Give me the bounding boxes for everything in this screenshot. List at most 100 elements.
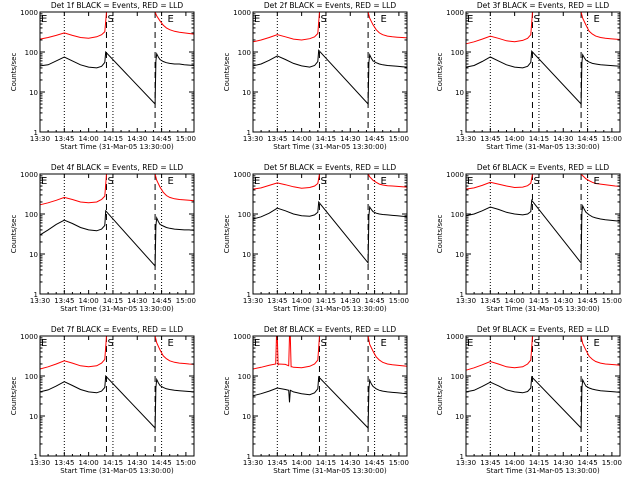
series-line-events xyxy=(252,200,408,265)
event-marker: E xyxy=(167,338,173,349)
x-tick-label: 13:45 xyxy=(267,135,287,143)
y-tick-label: 100 xyxy=(25,373,38,381)
y-tick-label: 1000 xyxy=(20,171,38,179)
y-tick-label: 1 xyxy=(34,129,38,137)
y-tick-label: 100 xyxy=(238,211,251,219)
y-tick-label: 10 xyxy=(242,251,251,259)
x-tick-label: 14:45 xyxy=(151,459,171,467)
x-tick-label: 14:30 xyxy=(340,459,360,467)
event-marker: E xyxy=(41,176,47,187)
x-tick-label: 14:00 xyxy=(292,297,312,305)
event-marker: S xyxy=(107,14,113,25)
y-tick-label: 1 xyxy=(34,453,38,461)
y-tick-label: 10 xyxy=(242,89,251,97)
detector-panel-1: Det 1f BLACK = Events, RED = LLD E S E 13:30… xyxy=(10,1,196,151)
event-marker: E xyxy=(593,338,599,349)
x-axis-label: Start Time (31-Mar-05 13:30:00) xyxy=(486,467,600,475)
x-tick-label: 14:30 xyxy=(127,459,147,467)
y-tick-label: 100 xyxy=(451,373,464,381)
x-tick-label: 13:45 xyxy=(54,459,74,467)
panel-title: Det 9f BLACK = Events, RED = LLD xyxy=(477,325,610,334)
y-tick-label: 100 xyxy=(25,49,38,57)
series-line-events xyxy=(39,374,195,430)
x-tick-label: 14:45 xyxy=(577,459,597,467)
x-tick-label: 15:00 xyxy=(389,459,409,467)
panel-title: Det 6f BLACK = Events, RED = LLD xyxy=(477,163,610,172)
x-tick-label: 14:00 xyxy=(79,135,99,143)
x-tick-label: 15:00 xyxy=(176,297,196,305)
plot-frame xyxy=(39,173,195,295)
x-tick-label: 13:45 xyxy=(480,297,500,305)
x-tick-label: 15:00 xyxy=(602,297,622,305)
x-tick-label: 14:15 xyxy=(103,135,123,143)
series-line-events xyxy=(252,375,408,430)
x-tick-label: 13:30 xyxy=(30,135,50,143)
panel-title: Det 1f BLACK = Events, RED = LLD xyxy=(51,1,184,10)
x-tick-label: 14:00 xyxy=(505,135,525,143)
plot-frame xyxy=(465,11,621,133)
x-tick-label: 13:45 xyxy=(267,459,287,467)
y-axis-label: Counts/sec xyxy=(436,53,444,92)
y-axis-label: Counts/sec xyxy=(223,53,231,92)
x-tick-label: 14:45 xyxy=(151,297,171,305)
x-tick-label: 14:30 xyxy=(340,135,360,143)
y-tick-label: 1 xyxy=(460,453,464,461)
x-axis-label: Start Time (31-Mar-05 13:30:00) xyxy=(273,467,387,475)
event-marker: S xyxy=(320,338,326,349)
x-tick-label: 14:15 xyxy=(316,297,336,305)
detector-panel-7: Det 7f BLACK = Events, RED = LLD E S E 13:30… xyxy=(10,325,196,475)
y-tick-label: 1 xyxy=(460,291,464,299)
plot-frame xyxy=(465,173,621,295)
y-tick-label: 10 xyxy=(29,251,38,259)
x-tick-label: 14:30 xyxy=(340,297,360,305)
x-tick-label: 13:45 xyxy=(480,135,500,143)
x-tick-label: 14:15 xyxy=(529,459,549,467)
panel-title: Det 4f BLACK = Events, RED = LLD xyxy=(51,163,184,172)
x-axis-label: Start Time (31-Mar-05 13:30:00) xyxy=(273,143,387,151)
detector-panel-4: Det 4f BLACK = Events, RED = LLD E S E 13:30… xyxy=(10,163,196,313)
x-tick-label: 15:00 xyxy=(176,459,196,467)
series-line-events xyxy=(465,50,621,106)
x-tick-label: 14:00 xyxy=(505,297,525,305)
y-tick-label: 1000 xyxy=(233,171,251,179)
x-tick-label: 13:45 xyxy=(267,297,287,305)
event-marker: S xyxy=(533,14,539,25)
detector-panel-8: Det 8f BLACK = Events, RED = LLD E S E 13:30… xyxy=(223,325,409,475)
series-line-events xyxy=(465,375,621,430)
x-tick-label: 15:00 xyxy=(602,135,622,143)
x-tick-label: 14:30 xyxy=(553,135,573,143)
y-tick-label: 1 xyxy=(34,291,38,299)
event-marker: S xyxy=(320,176,326,187)
event-marker: E xyxy=(467,338,473,349)
event-marker: E xyxy=(41,338,47,349)
y-tick-label: 10 xyxy=(455,251,464,259)
x-tick-label: 13:30 xyxy=(243,297,263,305)
x-tick-label: 14:00 xyxy=(292,459,312,467)
y-tick-label: 1000 xyxy=(20,9,38,17)
event-marker: E xyxy=(254,176,260,187)
event-marker: E xyxy=(167,14,173,25)
x-tick-label: 14:30 xyxy=(127,297,147,305)
y-tick-label: 100 xyxy=(238,49,251,57)
x-tick-label: 15:00 xyxy=(389,135,409,143)
x-tick-label: 14:45 xyxy=(151,135,171,143)
x-tick-label: 14:15 xyxy=(316,135,336,143)
x-tick-label: 13:30 xyxy=(30,459,50,467)
x-tick-label: 14:45 xyxy=(364,297,384,305)
panel-title: Det 3f BLACK = Events, RED = LLD xyxy=(477,1,610,10)
x-tick-label: 14:15 xyxy=(103,297,123,305)
x-tick-label: 13:30 xyxy=(456,459,476,467)
x-tick-label: 13:30 xyxy=(243,135,263,143)
panel-title: Det 2f BLACK = Events, RED = LLD xyxy=(264,1,397,10)
y-axis-label: Counts/sec xyxy=(436,377,444,416)
y-tick-label: 100 xyxy=(25,211,38,219)
detector-panel-2: Det 2f BLACK = Events, RED = LLD E S E 13:30… xyxy=(223,1,409,151)
plot-frame xyxy=(39,335,195,457)
x-tick-label: 14:45 xyxy=(364,135,384,143)
event-marker: E xyxy=(167,176,173,187)
y-tick-label: 100 xyxy=(238,373,251,381)
x-tick-label: 14:45 xyxy=(364,459,384,467)
y-tick-label: 1000 xyxy=(446,171,464,179)
plot-frame xyxy=(252,173,408,295)
